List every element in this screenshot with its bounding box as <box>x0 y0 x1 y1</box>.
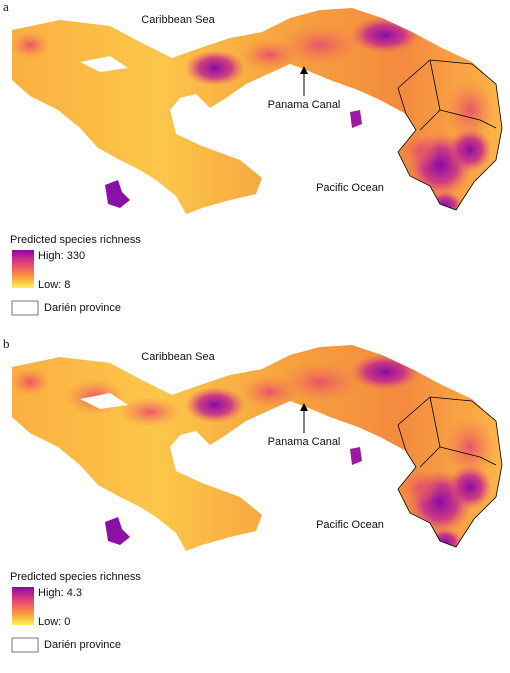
sea-label: Caribbean Sea <box>141 14 215 26</box>
richness-patch <box>12 31 50 59</box>
ocean-label: Pacific Ocean <box>316 182 384 194</box>
richness-patch <box>240 376 300 408</box>
panel: b Caribbean Sea Pacific Ocean Panama Canal P… <box>3 336 503 653</box>
legend: Predicted species richness High: 4.3 Low: … <box>10 571 141 653</box>
ocean-label: Pacific Ocean <box>316 519 384 531</box>
canal-label: Panama Canal <box>268 99 341 111</box>
canal-arrowhead <box>300 66 308 74</box>
richness-patch <box>350 354 420 390</box>
legend-ramp <box>12 250 34 288</box>
gap <box>80 393 128 409</box>
canal-arrowhead <box>300 403 308 411</box>
land <box>12 345 502 551</box>
panel-letter: a <box>3 0 9 14</box>
richness-patches <box>12 354 495 551</box>
legend-low: Low: 0 <box>38 616 70 628</box>
island <box>350 447 362 465</box>
richness-patch <box>445 417 495 477</box>
richness-patch <box>448 128 492 172</box>
legend-high: High: 330 <box>38 250 85 262</box>
legend-low: Low: 8 <box>38 279 70 291</box>
panel: a Caribbean Sea Pacific Ocean Panama Canal P… <box>3 0 503 316</box>
richness-patch <box>120 397 180 427</box>
darien-boundary <box>397 396 503 548</box>
island <box>105 517 130 545</box>
legend-ramp <box>12 587 34 625</box>
richness-patch <box>240 39 300 71</box>
sea-label: Caribbean Sea <box>141 351 215 363</box>
richness-patch <box>400 469 440 505</box>
island <box>105 180 130 208</box>
gap <box>80 56 128 72</box>
richness-patch <box>400 132 440 168</box>
legend-boundary-swatch <box>11 637 39 653</box>
map <box>12 8 503 214</box>
richness-patch <box>427 528 463 551</box>
darien-boundary <box>397 59 503 211</box>
canal-label: Panama Canal <box>268 436 341 448</box>
panel-letter: b <box>3 336 10 351</box>
richness-patch <box>350 17 420 53</box>
legend-boundary: Darién province <box>44 302 121 314</box>
richness-patch <box>12 368 50 396</box>
map <box>12 345 503 551</box>
richness-patch <box>185 50 245 86</box>
legend-boundary-swatch <box>11 300 39 316</box>
land <box>12 8 502 214</box>
legend-title: Predicted species richness <box>10 571 141 583</box>
legend: Predicted species richness High: 330 Low: … <box>10 234 141 316</box>
island <box>350 110 362 128</box>
richness-patch <box>445 80 495 140</box>
legend-boundary: Darién province <box>44 639 121 651</box>
richness-patch <box>427 191 463 214</box>
richness-patch <box>448 465 492 509</box>
richness-patch <box>185 387 245 423</box>
legend-high: High: 4.3 <box>38 587 82 599</box>
legend-title: Predicted species richness <box>10 234 141 246</box>
